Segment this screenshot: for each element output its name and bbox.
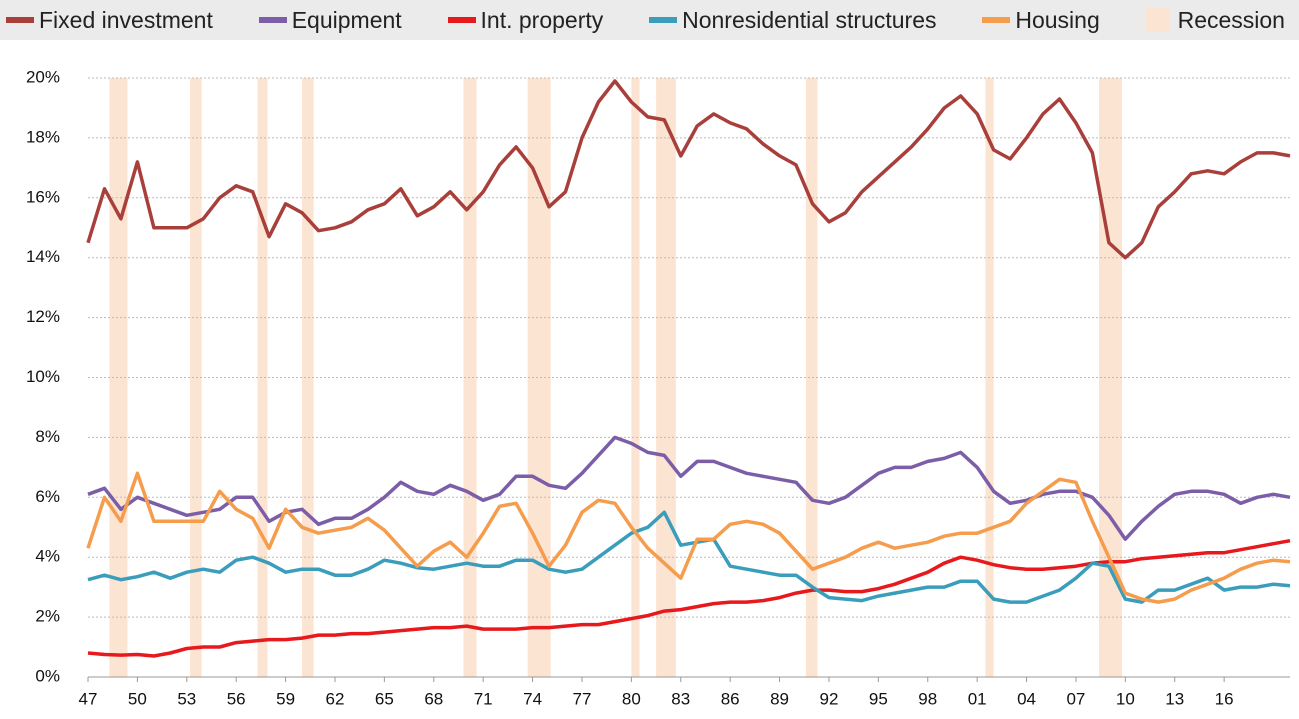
recession-band [527,78,551,677]
legend: Fixed investment Equipment Int. property No… [0,0,1299,40]
recession-band [463,78,477,677]
x-tick-label: 47 [79,689,98,708]
series-line [86,471,1291,604]
x-tick-label: 80 [622,689,641,708]
legend-item: Housing [982,6,1100,34]
legend-label: Equipment [291,6,402,33]
x-tick-label: 74 [523,689,542,708]
y-tick-label: 6% [35,487,60,506]
legend-swatch [6,17,34,23]
legend-item: Int. property [447,6,604,34]
recession-band [805,78,818,677]
legend-item: Recession [1145,6,1285,34]
recession-band [190,78,202,677]
legend-label: Nonresidential structures [682,6,937,33]
x-tick-label: 10 [1116,689,1135,708]
recession-band [257,78,268,677]
legend-item: Fixed investment [6,7,213,34]
y-tick-label: 14% [26,247,60,266]
legend-swatch [1145,8,1170,32]
recession-band [631,78,640,677]
x-tick-label: 53 [177,689,196,708]
x-tick-label: 68 [424,689,443,708]
x-tick-label: 04 [1017,689,1036,708]
x-tick-label: 13 [1165,689,1184,708]
y-tick-label: 18% [26,127,60,146]
x-tick-label: 77 [573,689,592,708]
x-tick-label: 62 [326,689,345,708]
legend-swatch [649,17,678,23]
x-tick-label: 59 [276,689,295,708]
legend-swatch [447,17,476,23]
y-tick-label: 20% [26,67,60,86]
y-tick-label: 10% [26,367,60,386]
legend-swatch [982,17,1011,23]
legend-label: Recession [1177,6,1285,33]
x-tick-label: 83 [671,689,690,708]
recession-band [109,78,128,677]
x-tick-label: 92 [819,689,838,708]
x-tick-label: 71 [474,689,493,708]
x-tick-label: 65 [375,689,394,708]
x-tick-label: 01 [968,689,987,708]
x-tick-label: 07 [1066,689,1085,708]
y-tick-label: 4% [35,547,60,566]
x-tick-label: 50 [128,689,147,708]
x-tick-label: 89 [770,689,789,708]
x-tick-label: 95 [869,689,888,708]
legend-item: Nonresidential structures [649,6,937,34]
legend-label: Housing [1015,6,1100,33]
y-tick-label: 12% [26,307,60,326]
y-tick-label: 8% [35,427,60,446]
x-tick-label: 86 [721,689,740,708]
y-tick-label: 2% [35,607,60,626]
x-tick-label: 56 [227,689,246,708]
x-tick-label: 16 [1215,689,1234,708]
recession-band [302,78,314,677]
legend-swatch [258,17,287,23]
x-tick-label: 98 [918,689,937,708]
legend-label: Fixed investment [39,6,213,33]
series-line [86,79,1291,260]
y-tick-label: 0% [35,666,60,685]
series-line [87,510,1291,604]
legend-item: Equipment [258,6,402,34]
y-tick-label: 16% [26,187,60,206]
legend-label: Int. property [480,6,604,33]
